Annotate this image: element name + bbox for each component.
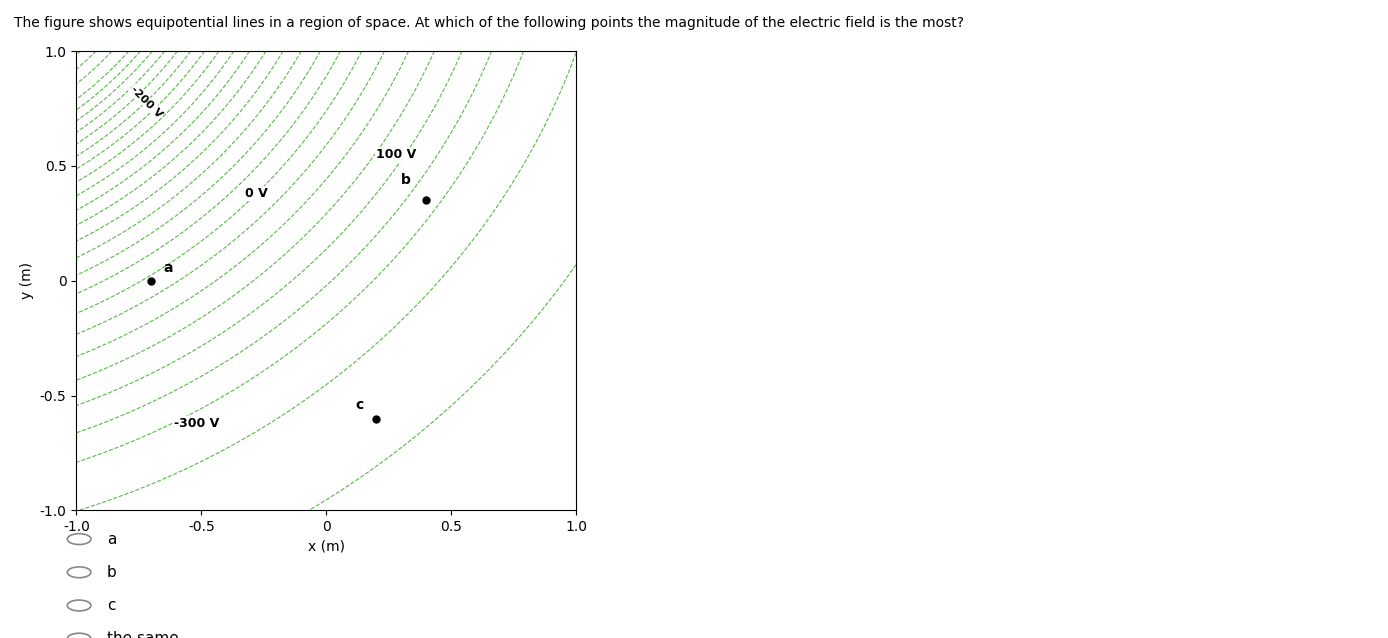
Text: 100 V: 100 V: [376, 148, 416, 161]
Text: b: b: [401, 174, 411, 188]
Text: the same: the same: [107, 631, 179, 638]
Y-axis label: y (m): y (m): [21, 262, 35, 299]
Text: a: a: [164, 260, 174, 274]
Text: -300 V: -300 V: [174, 417, 219, 429]
Text: c: c: [107, 598, 115, 613]
Text: c: c: [355, 398, 364, 412]
Text: The figure shows equipotential lines in a region of space. At which of the follo: The figure shows equipotential lines in …: [14, 16, 963, 30]
Text: 0 V: 0 V: [244, 187, 268, 200]
Text: a: a: [107, 531, 117, 547]
Text: b: b: [107, 565, 117, 580]
X-axis label: x (m): x (m): [308, 540, 344, 554]
Text: -200 V: -200 V: [129, 84, 164, 119]
